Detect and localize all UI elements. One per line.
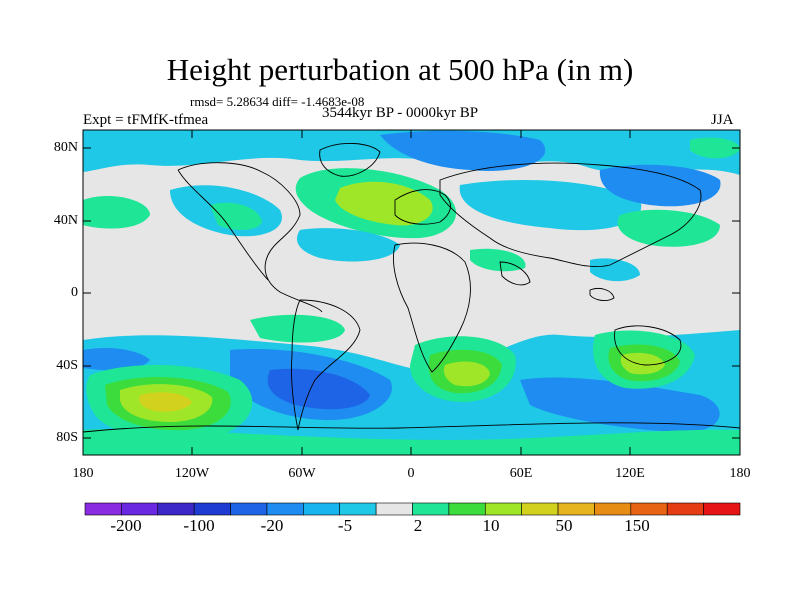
colorbar-cell bbox=[448, 502, 486, 516]
colorbar-cell bbox=[630, 502, 668, 516]
coast-maritime-continent bbox=[589, 287, 615, 302]
contour-arabia-green bbox=[470, 248, 526, 272]
plot-title: Height perturbation at 500 hPa (in m) bbox=[166, 52, 634, 87]
coast-north-america-west bbox=[177, 169, 269, 281]
coast-india bbox=[499, 261, 531, 286]
contour-arctic-core bbox=[380, 130, 546, 171]
axis-ticks bbox=[83, 130, 740, 455]
contour-south-africa-core bbox=[443, 361, 490, 387]
colorbar-label: -5 bbox=[337, 516, 353, 535]
coast-greenland bbox=[319, 142, 381, 177]
xtick-label-120w: 120W bbox=[174, 466, 210, 481]
coast-asia bbox=[439, 162, 702, 268]
colorbar-label: 150 bbox=[624, 516, 650, 535]
colorbar bbox=[84, 502, 741, 516]
contour-south-australia-core bbox=[620, 352, 665, 375]
colorbar-label: -20 bbox=[260, 516, 284, 535]
contour-field bbox=[83, 130, 740, 455]
colorbar-cell bbox=[484, 502, 522, 516]
colorbar-label: 2 bbox=[413, 516, 423, 535]
period-label: 3544kyr BP - 0000kyr BP bbox=[322, 105, 479, 121]
season-label: JJA bbox=[711, 112, 734, 128]
contour-tropical-green bbox=[250, 314, 345, 343]
contour-asia bbox=[459, 180, 642, 231]
contour-south-indian bbox=[520, 377, 720, 432]
contour-south-pacific-max bbox=[139, 392, 192, 412]
colorbar-cell bbox=[703, 502, 741, 516]
contour-tropical-cyan bbox=[590, 258, 640, 282]
ytick-label-80s: 80S bbox=[56, 430, 78, 445]
colorbar-cell bbox=[666, 502, 704, 516]
xtick-label-60e: 60E bbox=[509, 466, 533, 481]
colorbar-cell bbox=[375, 502, 413, 516]
xtick-label-180w: 180 bbox=[72, 466, 94, 481]
contour-west-edge-green bbox=[83, 195, 150, 229]
colorbar-cell bbox=[266, 502, 304, 516]
contour-northeast-green bbox=[690, 137, 740, 159]
coast-north-america bbox=[177, 162, 323, 313]
colorbar-cell bbox=[339, 502, 377, 516]
colorbar-cell bbox=[84, 502, 122, 516]
contour-mid-atlantic bbox=[296, 228, 400, 262]
contour-west-south-blue bbox=[83, 348, 150, 371]
xtick-label-120e: 120E bbox=[615, 466, 645, 481]
colorbar-cell bbox=[521, 502, 559, 516]
colorbar-cell bbox=[121, 502, 159, 516]
colorbar-cell bbox=[193, 502, 231, 516]
coast-antarctica bbox=[83, 422, 740, 433]
coast-south-america bbox=[291, 299, 361, 431]
colorbar-cell bbox=[230, 502, 268, 516]
stats-line: rmsd= 5.28634 diff= -1.4683e-08 bbox=[190, 94, 365, 109]
colorbar-label: -100 bbox=[183, 516, 215, 535]
ytick-label-40n: 40N bbox=[53, 213, 78, 228]
coast-europe bbox=[394, 189, 451, 225]
colorbar-cell bbox=[412, 502, 450, 516]
coastlines bbox=[83, 142, 740, 433]
coast-africa bbox=[393, 242, 471, 373]
ytick-label-0: 0 bbox=[71, 285, 78, 300]
colorbar-cell bbox=[157, 502, 195, 516]
experiment-label: Expt = tFMfK-tfmea bbox=[83, 112, 209, 128]
ytick-label-40s: 40S bbox=[56, 358, 78, 373]
contour-west-pacific bbox=[617, 209, 720, 247]
colorbar-label: -200 bbox=[110, 516, 142, 535]
coast-australia bbox=[614, 325, 682, 366]
colorbar-cell bbox=[594, 502, 632, 516]
colorbar-cell bbox=[303, 502, 341, 516]
colorbar-label: 10 bbox=[482, 516, 500, 535]
contour-north-pacific-green bbox=[210, 202, 262, 230]
colorbar-label: 50 bbox=[555, 516, 573, 535]
xtick-label-60w: 60W bbox=[288, 466, 316, 481]
contour-antarctic-green bbox=[83, 428, 740, 455]
colorbar-cell bbox=[557, 502, 595, 516]
xtick-label-0: 0 bbox=[407, 466, 415, 481]
contour-east-asia bbox=[599, 164, 721, 207]
xtick-label-180e: 180 bbox=[729, 466, 751, 481]
ytick-label-80n: 80N bbox=[53, 140, 78, 155]
